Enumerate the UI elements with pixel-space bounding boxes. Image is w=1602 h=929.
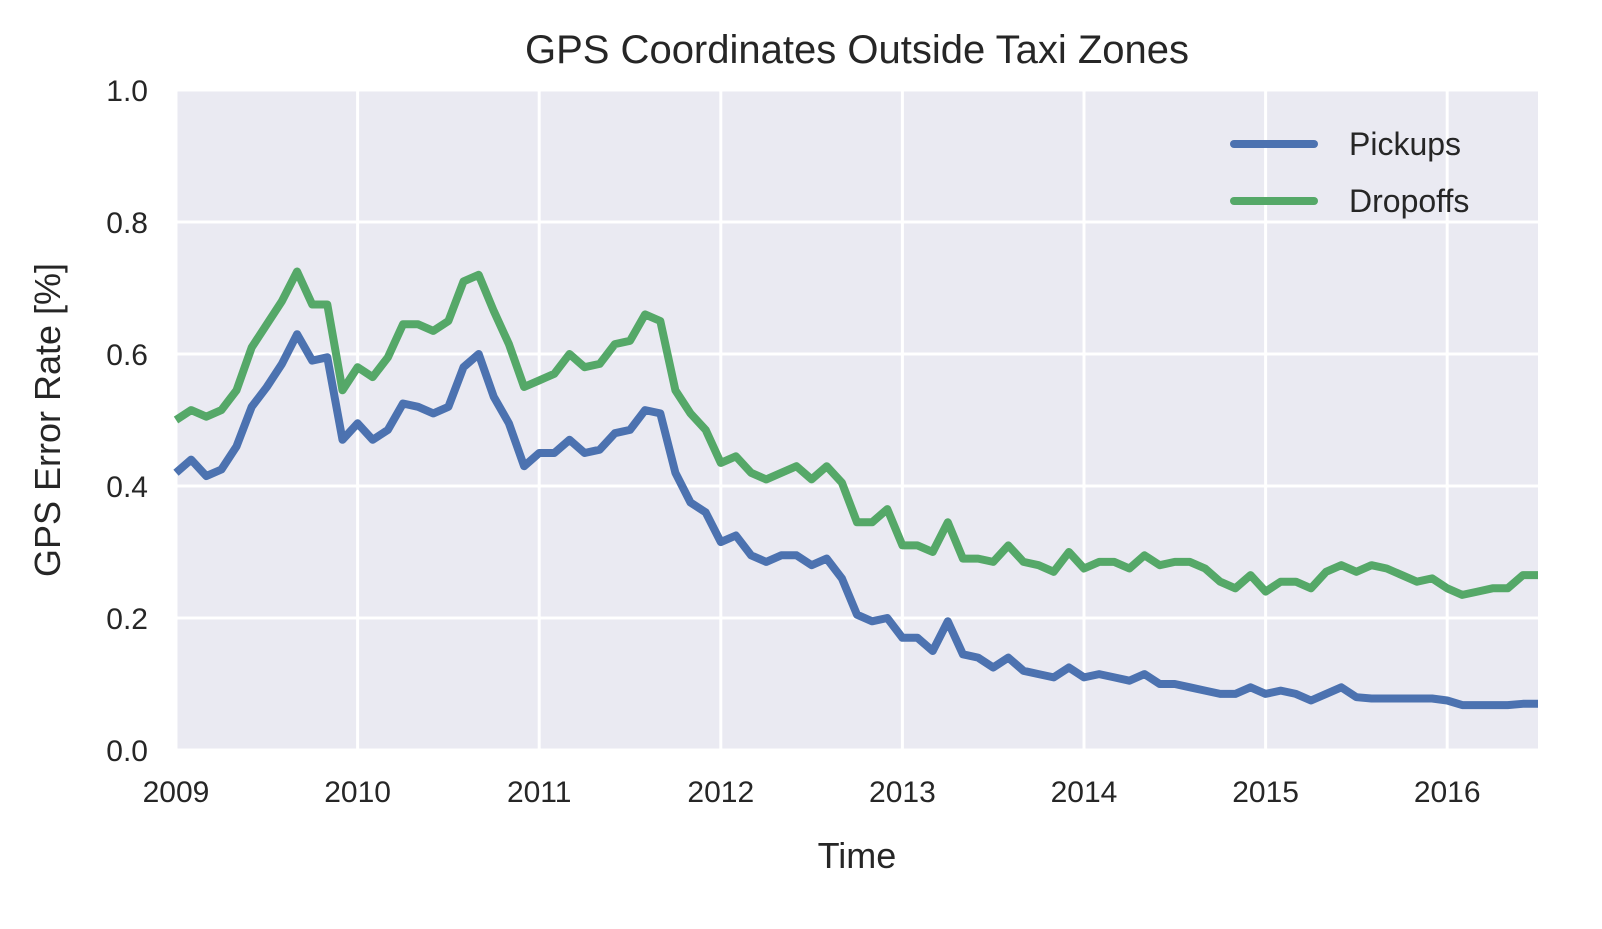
x-tick-label: 2016: [1414, 776, 1481, 809]
y-tick-label: 0.4: [106, 471, 148, 504]
y-axis-label: GPS Error Rate [%]: [27, 263, 68, 577]
legend-label-dropoffs: Dropoffs: [1349, 183, 1469, 219]
x-axis-ticks: 2009 2010 2011 2012 2013 2014 2015 2016: [143, 776, 1481, 809]
y-tick-label: 0.0: [106, 735, 148, 768]
legend-label-pickups: Pickups: [1349, 126, 1461, 162]
series-line-dropoffs: [173, 267, 1538, 599]
y-tick-label: 0.6: [106, 339, 148, 372]
x-tick-label: 2012: [687, 776, 754, 809]
chart-title: GPS Coordinates Outside Taxi Zones: [525, 28, 1189, 72]
series-layer: [173, 267, 1538, 710]
y-axis-ticks: 0.0 0.2 0.4 0.6 0.8 1.0: [106, 75, 148, 768]
y-tick-label: 0.8: [106, 207, 148, 240]
y-tick-label: 0.2: [106, 603, 148, 636]
x-tick-label: 2011: [507, 776, 572, 809]
x-tick-label: 2013: [869, 776, 936, 809]
x-tick-label: 2010: [324, 776, 391, 809]
grid-lines: [174, 88, 1538, 752]
y-tick-label: 1.0: [106, 75, 148, 108]
x-axis-label: Time: [818, 835, 897, 876]
x-tick-label: 2015: [1232, 776, 1299, 809]
x-tick-label: 2014: [1051, 776, 1118, 809]
x-tick-label: 2009: [143, 776, 210, 809]
legend: Pickups Dropoffs: [1230, 126, 1469, 219]
plot-area: [176, 90, 1538, 750]
series-line-pickups: [173, 330, 1538, 710]
